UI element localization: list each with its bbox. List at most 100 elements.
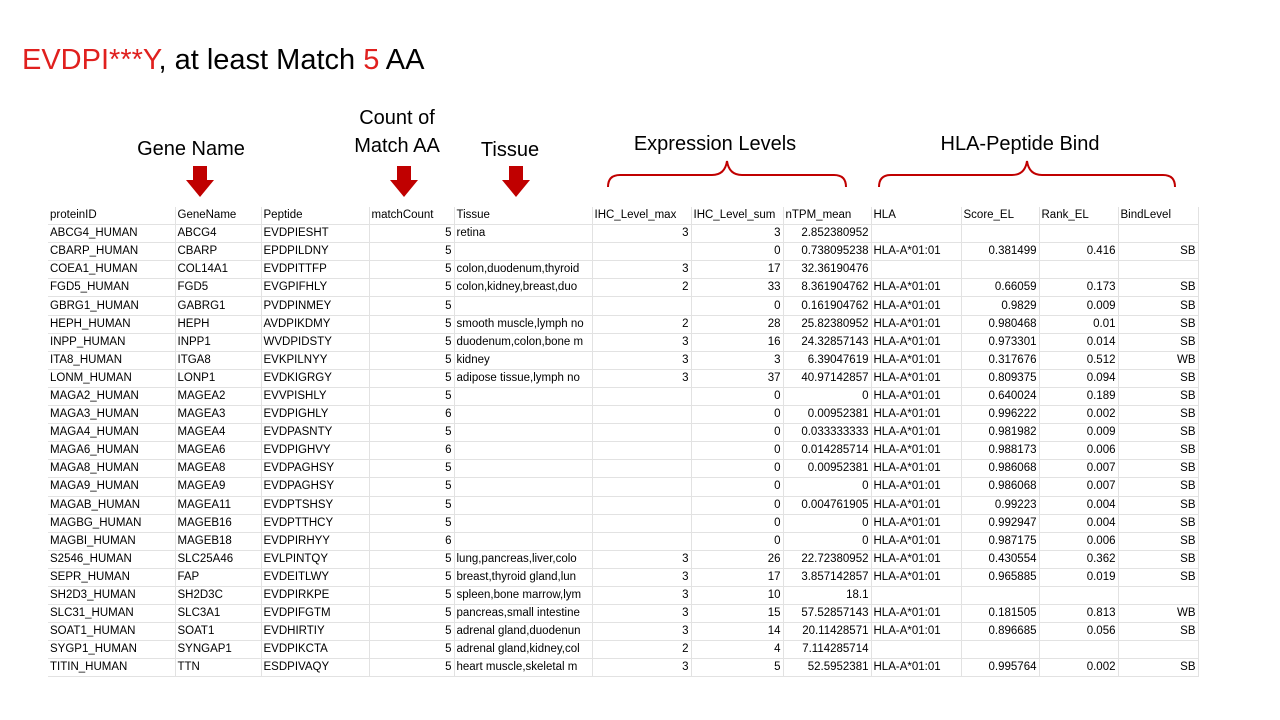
slide-title: EVDPI***Y, at least Match 5 AA bbox=[22, 44, 425, 77]
table-cell bbox=[592, 423, 692, 443]
table-cell: SB bbox=[1118, 496, 1199, 515]
table-cell bbox=[454, 514, 593, 533]
table-cell: 3 bbox=[592, 369, 692, 388]
table-cell: 0.362 bbox=[1039, 550, 1119, 569]
table-cell: HLA-A*01:01 bbox=[871, 604, 962, 624]
table-cell: adrenal gland,duodenun bbox=[454, 622, 593, 642]
table-cell bbox=[454, 459, 593, 479]
table-cell: SOAT1 bbox=[175, 622, 262, 642]
table-cell: HLA-A*01:01 bbox=[871, 459, 962, 479]
table-cell: SYNGAP1 bbox=[175, 640, 262, 660]
table-cell: HLA-A*01:01 bbox=[871, 658, 962, 678]
table-row: LONM_HUMAN LONP1 EVDKIGRGY 5 adipose tissue,… bbox=[48, 369, 1199, 388]
table-cell bbox=[592, 514, 692, 533]
table-cell: 0.987175 bbox=[961, 532, 1040, 551]
table-cell: 4 bbox=[691, 640, 784, 660]
table-cell bbox=[871, 586, 962, 606]
table-cell: ABCG4_HUMAN bbox=[48, 224, 176, 244]
count-match-label: Count of Match AA bbox=[345, 104, 449, 160]
table-cell: S2546_HUMAN bbox=[48, 550, 176, 569]
table-row: MAGBI_HUMAN MAGEB18 EVDPIRHYY 6 0 0 HLA-A*01:0… bbox=[48, 532, 1199, 551]
table-cell: 5 bbox=[369, 224, 455, 244]
table-cell: SB bbox=[1118, 532, 1199, 551]
table-cell: spleen,bone marrow,lym bbox=[454, 586, 593, 606]
table-cell: EVDPIRKPE bbox=[261, 586, 370, 606]
table-cell: 5 bbox=[369, 260, 455, 280]
table-cell bbox=[592, 405, 692, 425]
table-row: TITIN_HUMAN TTN ESDPIVAQY 5 heart muscle,ske… bbox=[48, 658, 1199, 678]
table-row: COEA1_HUMAN COL14A1 EVDPITTFP 5 colon,duoden… bbox=[48, 260, 1199, 280]
column-header: nTPM_mean bbox=[783, 207, 872, 226]
table-cell: 3 bbox=[592, 224, 692, 244]
table-row: SLC31_HUMAN SLC3A1 EVDPIFGTM 5 pancreas,smal… bbox=[48, 604, 1199, 624]
table-cell: HLA-A*01:01 bbox=[871, 242, 962, 262]
header-row: proteinID GeneName Peptide matchCount Tissue… bbox=[48, 207, 1199, 226]
table-cell: SB bbox=[1118, 658, 1199, 678]
table-cell: 0.809375 bbox=[961, 369, 1040, 388]
table-cell: ABCG4 bbox=[175, 224, 262, 244]
table-cell: 0.007 bbox=[1039, 459, 1119, 479]
table-cell: 0.99223 bbox=[961, 496, 1040, 515]
table-cell: 0.430554 bbox=[961, 550, 1040, 569]
table-cell: FGD5_HUMAN bbox=[48, 278, 176, 298]
table-cell bbox=[1118, 640, 1199, 660]
table-cell: 0.00952381 bbox=[783, 459, 872, 479]
table-cell bbox=[454, 496, 593, 515]
table-row: MAGA4_HUMAN MAGEA4 EVDPASNTY 5 0 0.033333333 H… bbox=[48, 423, 1199, 443]
table-cell: 5 bbox=[369, 568, 455, 587]
table-cell: 8.361904762 bbox=[783, 278, 872, 298]
table-cell: SH2D3_HUMAN bbox=[48, 586, 176, 606]
table-cell: SB bbox=[1118, 278, 1199, 298]
table-cell: EVDHIRTIY bbox=[261, 622, 370, 642]
table-cell: smooth muscle,lymph no bbox=[454, 315, 593, 334]
table-cell: SB bbox=[1118, 514, 1199, 533]
table-cell: 6 bbox=[369, 405, 455, 425]
table-cell: retina bbox=[454, 224, 593, 244]
table-cell bbox=[454, 296, 593, 316]
table-cell: 3 bbox=[592, 658, 692, 678]
table-cell: 0.019 bbox=[1039, 568, 1119, 587]
table-cell: 0.002 bbox=[1039, 405, 1119, 425]
table-cell: MAGEB16 bbox=[175, 514, 262, 533]
count-match-line2: Match AA bbox=[354, 135, 440, 157]
table-cell: MAGA4_HUMAN bbox=[48, 423, 176, 443]
table-cell: 20.11428571 bbox=[783, 622, 872, 642]
table-row: ABCG4_HUMAN ABCG4 EVDPIESHT 5 retina 3 3 2.8523… bbox=[48, 224, 1199, 244]
table-cell: 52.5952381 bbox=[783, 658, 872, 678]
table-cell: HLA-A*01:01 bbox=[871, 423, 962, 443]
table-cell: MAGEA3 bbox=[175, 405, 262, 425]
table-cell: 0.189 bbox=[1039, 387, 1119, 407]
table-cell: EVDPIESHT bbox=[261, 224, 370, 244]
table-cell: 5 bbox=[369, 622, 455, 642]
table-cell: 15 bbox=[691, 604, 784, 624]
table-cell: 7.114285714 bbox=[783, 640, 872, 660]
table-cell: 32.36190476 bbox=[783, 260, 872, 280]
table-cell: HLA-A*01:01 bbox=[871, 278, 962, 298]
table-cell: 0 bbox=[691, 423, 784, 443]
table-cell: 3 bbox=[592, 586, 692, 606]
table-row: MAGA2_HUMAN MAGEA2 EVVPISHLY 5 0 0 HLA-A*01:01… bbox=[48, 387, 1199, 407]
table-cell: MAGEB18 bbox=[175, 532, 262, 551]
table-cell: 5 bbox=[369, 387, 455, 407]
table-cell: 5 bbox=[691, 658, 784, 678]
table-cell: 3 bbox=[592, 622, 692, 642]
table-cell: 3.857142857 bbox=[783, 568, 872, 587]
table-cell: MAGEA6 bbox=[175, 441, 262, 461]
table-cell bbox=[592, 296, 692, 316]
table-cell: EVDPIGHLY bbox=[261, 405, 370, 425]
table-cell: SB bbox=[1118, 622, 1199, 642]
table-cell: adipose tissue,lymph no bbox=[454, 369, 593, 388]
table-cell: 0.992947 bbox=[961, 514, 1040, 533]
table-cell bbox=[1039, 224, 1119, 244]
table-cell: lung,pancreas,liver,colo bbox=[454, 550, 593, 569]
table-cell: 0.381499 bbox=[961, 242, 1040, 262]
table-cell: colon,duodenum,thyroid bbox=[454, 260, 593, 280]
table-cell: SB bbox=[1118, 459, 1199, 479]
table-cell: SB bbox=[1118, 387, 1199, 407]
table-cell: 0.004 bbox=[1039, 514, 1119, 533]
table-cell: MAGBG_HUMAN bbox=[48, 514, 176, 533]
table-cell: 5 bbox=[369, 604, 455, 624]
table-cell: EVDPIRHYY bbox=[261, 532, 370, 551]
table-cell: 0.01 bbox=[1039, 315, 1119, 334]
table-body: ABCG4_HUMAN ABCG4 EVDPIESHT 5 retina 3 3 2.8523… bbox=[48, 224, 1199, 678]
